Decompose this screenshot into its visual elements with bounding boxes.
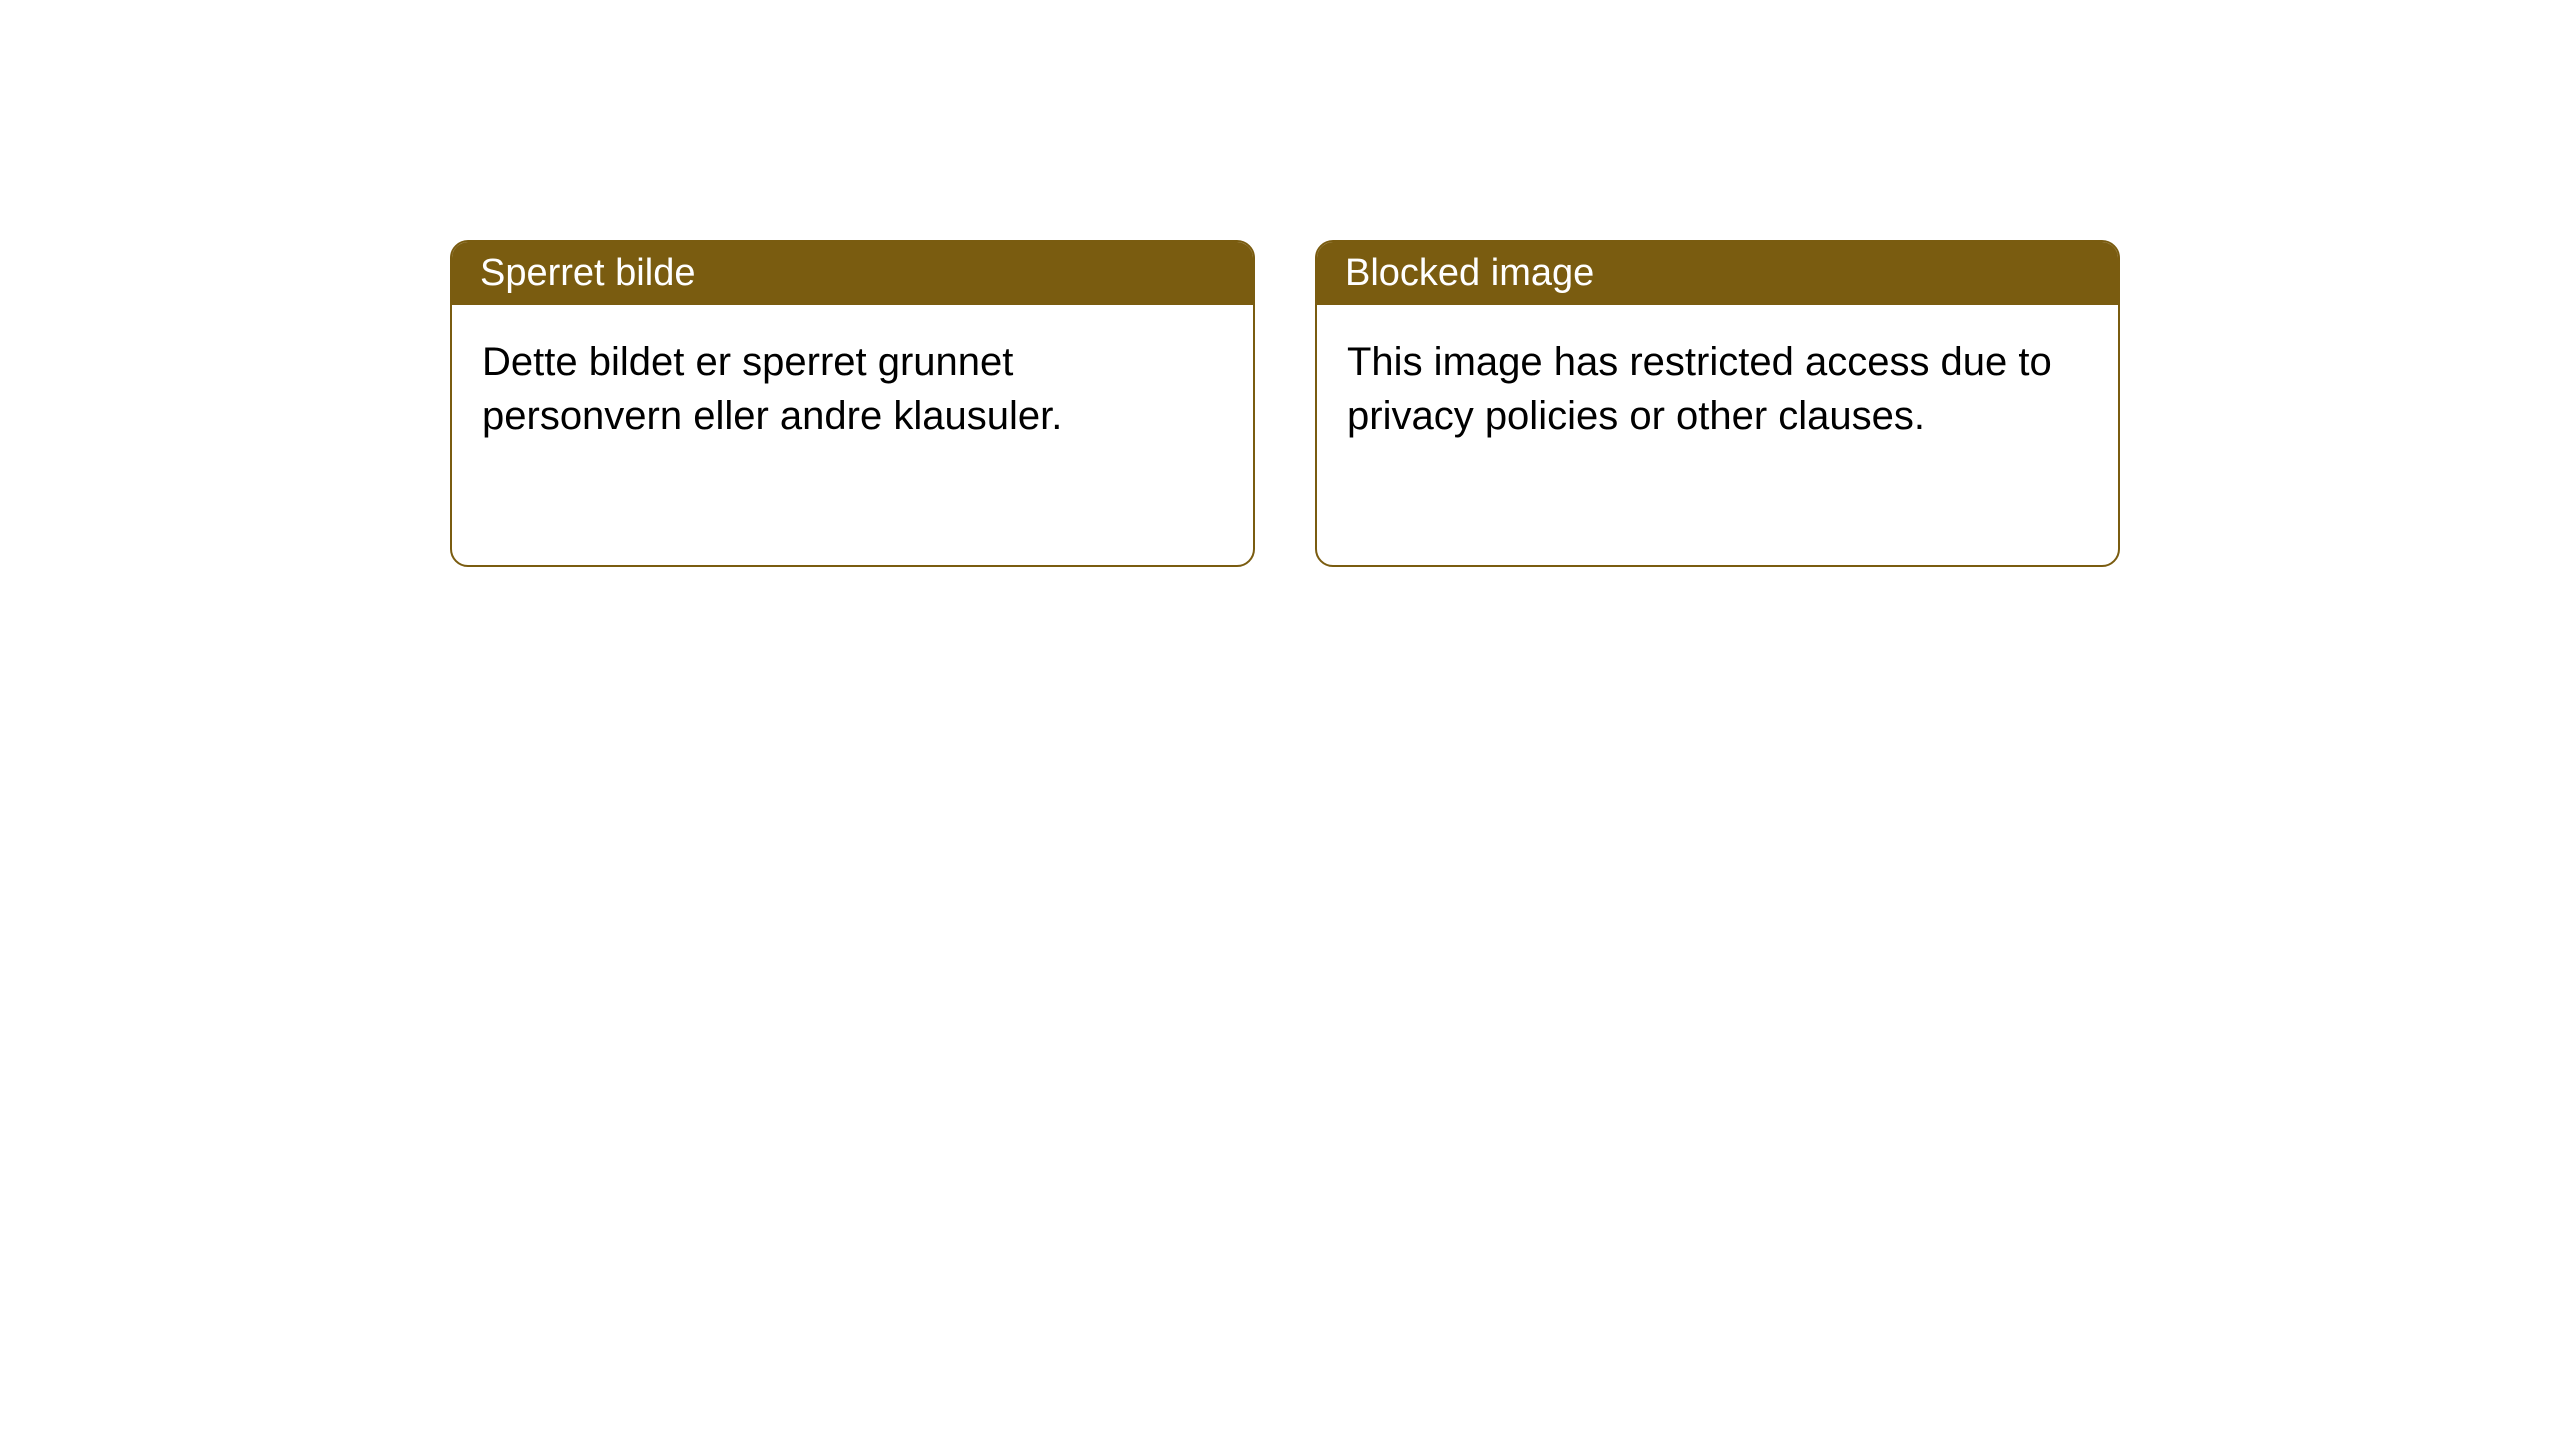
notice-card-english: Blocked image This image has restricted … bbox=[1315, 240, 2120, 567]
notice-body: This image has restricted access due to … bbox=[1317, 305, 2118, 565]
notice-title: Sperret bilde bbox=[452, 242, 1253, 305]
notice-container: Sperret bilde Dette bildet er sperret gr… bbox=[0, 0, 2560, 567]
notice-title: Blocked image bbox=[1317, 242, 2118, 305]
notice-body: Dette bildet er sperret grunnet personve… bbox=[452, 305, 1253, 565]
notice-card-norwegian: Sperret bilde Dette bildet er sperret gr… bbox=[450, 240, 1255, 567]
